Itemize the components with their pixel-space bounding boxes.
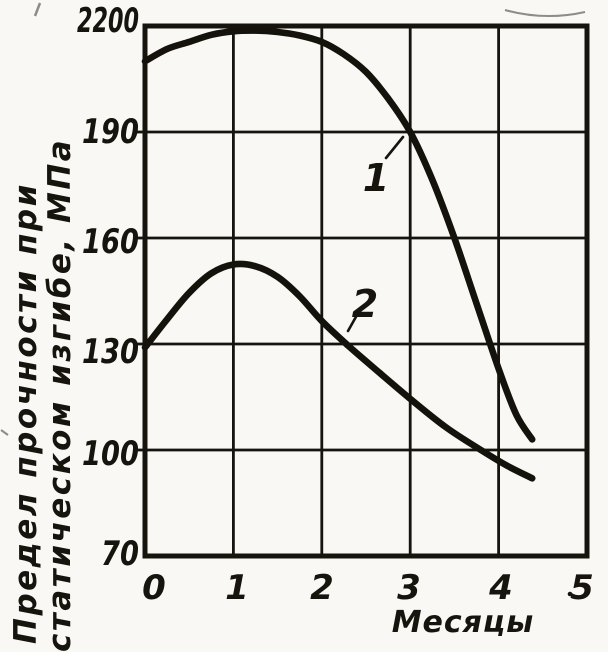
x-tick-label-5: 5 (570, 568, 594, 608)
plot-border (142, 23, 590, 559)
y-tick-labels: 2200 190 160 130 100 70 (77, 1, 139, 574)
y-tick-label-190: 190 (82, 112, 139, 152)
y-tick-label-70: 70 (101, 534, 139, 574)
x-tick-label-2: 2 (310, 568, 334, 608)
curve-1-label: 1 (363, 156, 389, 200)
scan-artifact-dash (0, 429, 9, 436)
y-tick-label-220: 2200 (77, 1, 139, 41)
curve-1-pointer-line (384, 135, 405, 160)
y-tick-label-130: 130 (82, 332, 139, 372)
grid (145, 26, 587, 556)
y-tick-label-100: 100 (82, 434, 139, 474)
x-tick-label-1: 1 (225, 568, 249, 608)
x-axis-title: Месяцы (392, 605, 535, 640)
curve-2-path (141, 260, 536, 482)
y-axis-ticks (136, 130, 145, 452)
scan-artifacts (0, 2, 586, 597)
scan-artifact-dot (567, 591, 573, 597)
x-tick-label-0: 0 (142, 568, 166, 608)
curve-2-label: 2 (352, 282, 378, 326)
curve-1-path (141, 27, 536, 443)
y-tick-label-160: 160 (82, 222, 139, 262)
curve-2-pointer-line (346, 313, 359, 333)
x-tick-label-4: 4 (488, 568, 513, 608)
x-tick-label-3: 3 (397, 568, 421, 608)
scan-artifact-apostrophe (33, 2, 42, 17)
x-tick-labels: 0 1 2 3 4 5 (142, 568, 594, 608)
scan-artifact-arc (504, 9, 586, 17)
y-axis-title-line2: статическом изгибе, МПа (42, 137, 78, 652)
y-axis-title-line1: Предел прочности при (8, 182, 44, 644)
